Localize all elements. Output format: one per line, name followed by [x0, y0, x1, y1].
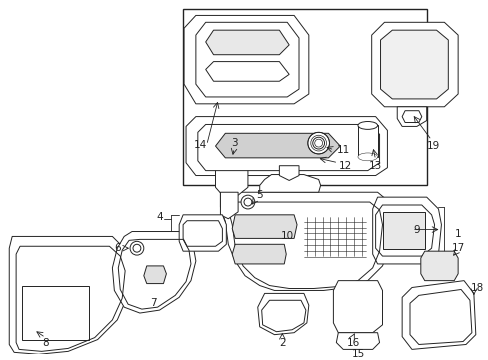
Text: 16: 16 [346, 338, 359, 347]
Polygon shape [336, 333, 379, 350]
Polygon shape [112, 231, 196, 313]
Circle shape [130, 241, 143, 255]
Polygon shape [143, 266, 166, 284]
Polygon shape [333, 281, 382, 333]
Polygon shape [279, 166, 298, 180]
Text: 2: 2 [279, 338, 285, 347]
Bar [22, 285, 89, 339]
Polygon shape [371, 22, 457, 107]
Ellipse shape [357, 153, 377, 161]
Bar [357, 125, 377, 157]
Polygon shape [228, 153, 240, 158]
Text: 4: 4 [156, 212, 163, 222]
Text: 5: 5 [256, 190, 263, 200]
Text: 17: 17 [450, 243, 464, 253]
Polygon shape [372, 197, 441, 264]
Bar [383, 212, 424, 249]
Polygon shape [232, 244, 285, 264]
Text: 18: 18 [470, 283, 484, 293]
Text: 12: 12 [338, 161, 351, 171]
Polygon shape [215, 133, 340, 158]
Text: 7: 7 [150, 298, 157, 308]
Polygon shape [220, 192, 391, 291]
Circle shape [241, 195, 254, 209]
Polygon shape [205, 62, 288, 81]
Text: 1: 1 [454, 229, 461, 239]
Polygon shape [401, 111, 421, 122]
Polygon shape [396, 107, 426, 126]
Text: 19: 19 [426, 141, 439, 151]
Text: 14: 14 [194, 140, 207, 150]
Polygon shape [420, 251, 457, 281]
Circle shape [307, 132, 329, 154]
Polygon shape [205, 30, 288, 55]
Polygon shape [232, 215, 296, 238]
Text: 10: 10 [280, 231, 293, 242]
Text: 9: 9 [413, 225, 419, 235]
Text: 8: 8 [42, 338, 49, 347]
Polygon shape [220, 192, 238, 219]
Text: 15: 15 [350, 349, 364, 359]
Text: 3: 3 [230, 138, 237, 148]
Polygon shape [215, 158, 247, 195]
Polygon shape [185, 117, 386, 176]
Polygon shape [380, 30, 447, 99]
Polygon shape [179, 215, 226, 251]
Ellipse shape [357, 122, 377, 129]
Text: 13: 13 [368, 161, 382, 171]
Polygon shape [198, 125, 379, 171]
Polygon shape [183, 15, 308, 104]
Text: 6: 6 [114, 243, 121, 253]
Polygon shape [259, 175, 320, 192]
Polygon shape [9, 237, 130, 354]
Text: 11: 11 [336, 145, 349, 155]
Bar [183, 9, 426, 185]
Polygon shape [401, 281, 475, 350]
Polygon shape [196, 22, 298, 97]
Circle shape [312, 137, 324, 149]
Polygon shape [257, 293, 308, 335]
